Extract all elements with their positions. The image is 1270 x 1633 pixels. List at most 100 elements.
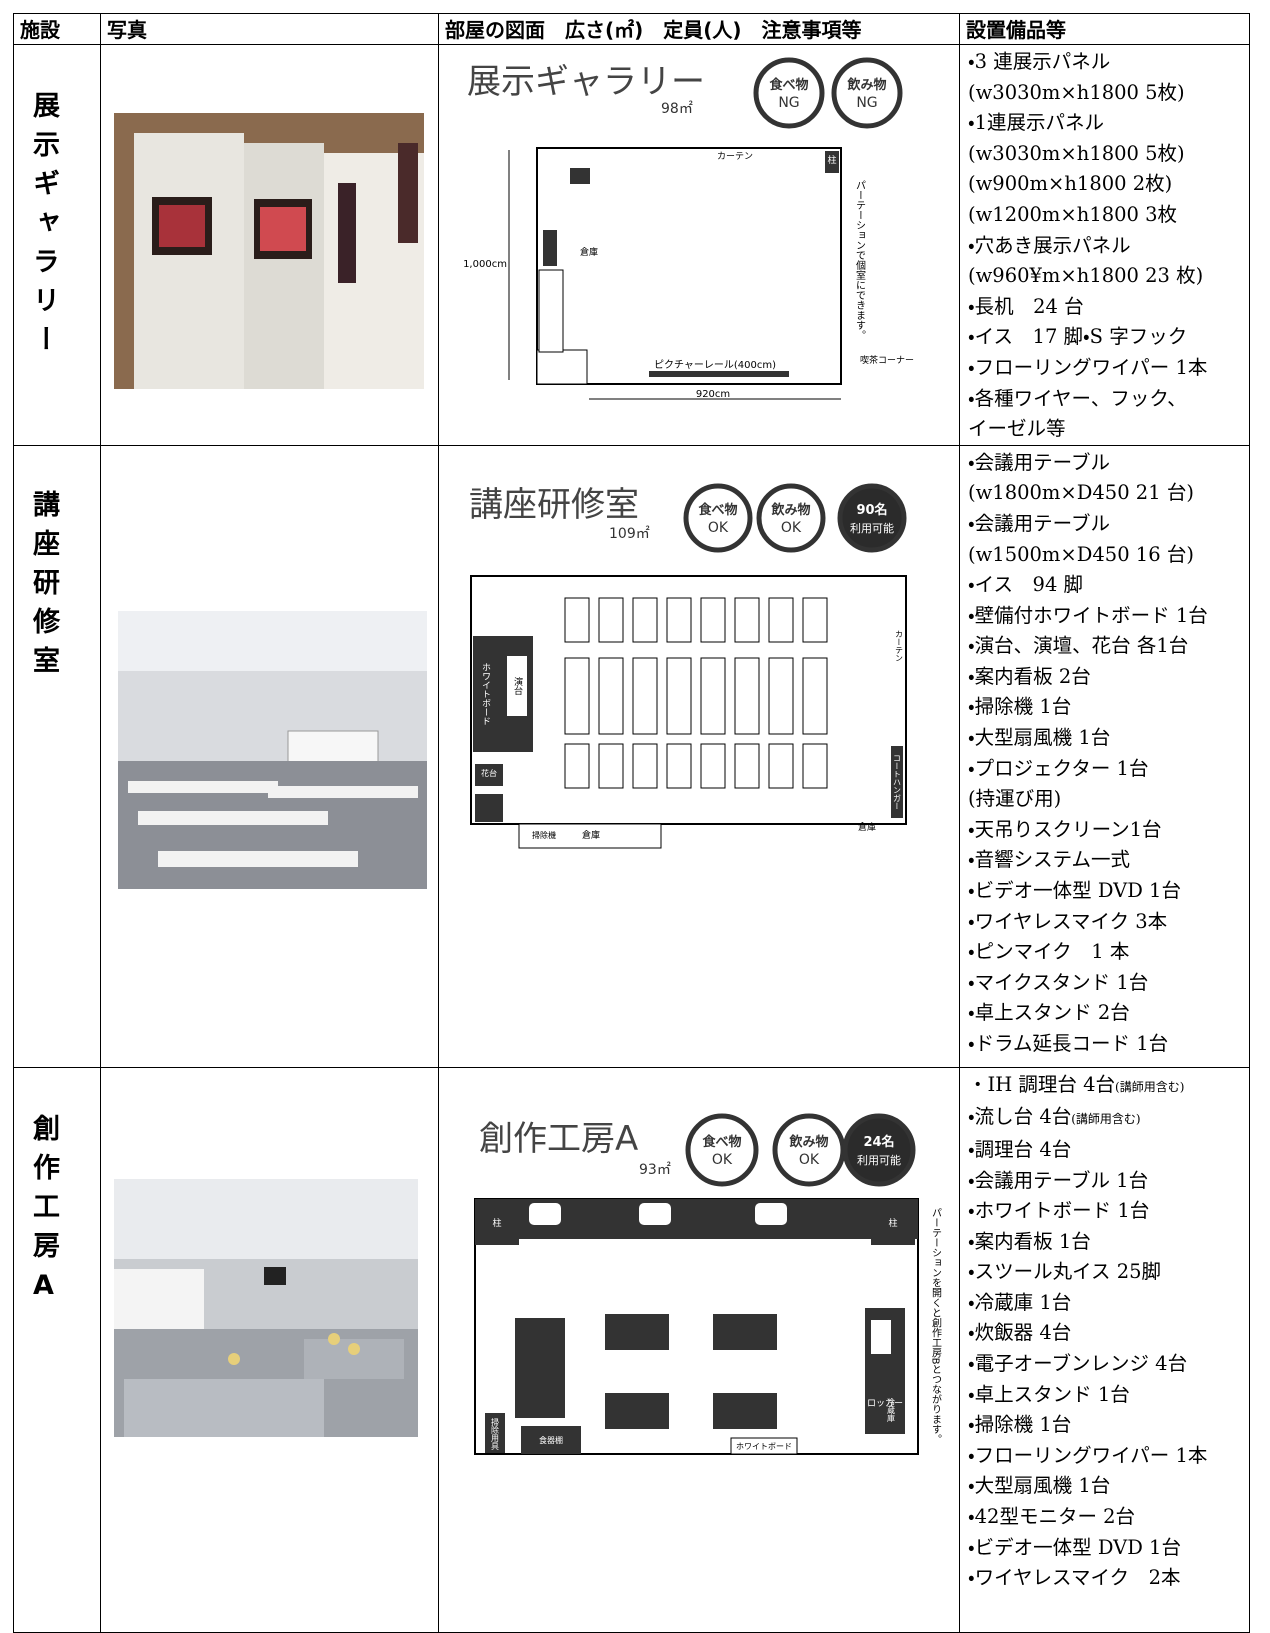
- badge-top: 24名: [863, 1134, 894, 1150]
- plan-label: パーテーションを開くと創作工房Bとつながります。: [930, 1207, 942, 1444]
- equipment-item: ・卓上スタンド 2台: [968, 1001, 1130, 1025]
- header-cell: 施設: [13, 13, 101, 45]
- equipment-item: ・各種ワイヤー、フック、: [968, 386, 1187, 410]
- badge: [753, 57, 825, 129]
- equipment-item: ・ホワイトボード 1台: [968, 1199, 1150, 1223]
- equipment-cell: ・会議用テーブル (w1800m×D450 21 台) ・会議用テーブル (w1500…: [959, 444, 1250, 1068]
- badge-bottom: 利用可能: [857, 1153, 901, 1167]
- equipment-list: ・3 連展示パネル (w3030m×h1800 5枚) ・1連展示パネル (w3030…: [960, 45, 1249, 445]
- equipment-item: ・フローリングワイパー 1本: [968, 355, 1208, 379]
- header-cell: 部屋の図面 広さ(㎡) 定員(人) 注意事項等: [438, 13, 960, 45]
- facility-name: 展示ギャラリー: [28, 91, 59, 364]
- plan-cell: 展示ギャラリー 98㎡ 食べ物 NG 飲み物 NG カーテン 柱 1,000cm 920cm ピクチ…: [438, 44, 960, 446]
- equipment-item: ・大型扇風機 1台: [968, 1474, 1111, 1498]
- photo-cell: [100, 444, 439, 1068]
- photo: [114, 1178, 418, 1437]
- equipment-item: ・ピンマイク 1 本: [968, 940, 1130, 964]
- plan-label: カーテン: [895, 630, 904, 662]
- row: 講座研修室 講座研修室 109㎡ 食べ物 OK 飲み物 OK 90名 利用可能 ホワイトボード演…: [13, 444, 1250, 1068]
- plan-label: 花台: [481, 768, 497, 778]
- equipment-item: ・演台、演壇、花台 各1台: [968, 634, 1189, 658]
- equipment-item: ・卓上スタンド 1台: [968, 1382, 1130, 1406]
- equipment-item: ・ワイヤレスマイク 3本: [968, 909, 1168, 933]
- equipment-cell: ・3 連展示パネル (w3030m×h1800 5枚) ・1連展示パネル (w3030…: [959, 44, 1250, 446]
- badge: [831, 57, 903, 129]
- equipment-item: ・長机 24 台: [968, 294, 1084, 318]
- badge: [685, 1113, 759, 1187]
- plan-cell: 講座研修室 109㎡ 食べ物 OK 飲み物 OK 90名 利用可能 ホワイトボード 演台 花台 掃除機…: [438, 444, 960, 1068]
- equipment-item: ・案内看板 2台: [968, 664, 1091, 688]
- photo: [118, 610, 427, 889]
- equipment-item: ・掃除機 1台: [968, 1413, 1072, 1437]
- equipment-item: (w1200m×h1800 3枚: [968, 202, 1178, 226]
- badge: [683, 483, 753, 553]
- equipment-item: ・1連展示パネル: [968, 111, 1105, 135]
- equipment-item: ・3 連展示パネル: [968, 50, 1111, 73]
- equipment-item: ・ドラム延長コード 1台: [968, 1032, 1169, 1055]
- equipment-item: ・穴あき展示パネル: [968, 233, 1131, 257]
- plan-label: 920cm: [696, 389, 730, 400]
- plan-label: 案内板: [847, 1365, 856, 1391]
- plan-label: 柱: [492, 1217, 501, 1229]
- plan-label: 食器棚: [539, 1435, 563, 1445]
- facility-name: 創作工房A: [28, 1113, 59, 1313]
- equipment-item: ・ワイヤレスマイク 2本: [968, 1566, 1181, 1590]
- badge-top: 90名: [856, 502, 887, 518]
- badge-bottom: 利用可能: [850, 521, 894, 535]
- badge: [842, 1113, 916, 1187]
- plan-area: 98㎡: [661, 101, 693, 117]
- badge: [772, 1113, 846, 1187]
- badge-bottom: OK: [708, 520, 729, 536]
- equipment-item: ・掃除機 1台: [968, 695, 1072, 719]
- plan-label: 掃除機: [532, 830, 556, 840]
- equipment-item: (持運び用): [968, 787, 1062, 811]
- equipment-item: ・大型扇風機 1台: [968, 726, 1111, 750]
- plan-label: 柱: [827, 154, 836, 166]
- plan-label: 倉庫: [858, 821, 876, 833]
- plan-label: ロッカー: [867, 1398, 903, 1409]
- item-note: (講師用含む): [1115, 1079, 1185, 1094]
- badge-top: 食べ物: [769, 77, 808, 93]
- plan-label: 1,000cm: [463, 259, 507, 270]
- page: 施設 写真 部屋の図面 広さ(㎡) 定員(人) 注意事項等 設置備品等 展示ギャ…: [13, 13, 1250, 1633]
- plan-label: ピクチャーレール(400cm): [654, 359, 776, 371]
- plan-label: ホワイトボード: [736, 1442, 792, 1451]
- badge-top: 飲み物: [846, 77, 886, 93]
- badge-bottom: OK: [781, 520, 802, 536]
- equipment-item: ・案内看板 1台: [968, 1229, 1091, 1253]
- badge-top: 飲み物: [788, 1134, 828, 1150]
- equipment-item: ・IH 調理台 4台(講師用含む): [968, 1070, 1249, 1103]
- equipment-item: イーゼル等: [968, 417, 1066, 441]
- equipment-item: ・プロジェクター 1台: [968, 756, 1149, 780]
- header-cell: 設置備品等: [959, 13, 1250, 45]
- equipment-item: ・イス 17 脚・S 字フック: [968, 325, 1188, 349]
- plan-label: カーテン: [717, 151, 753, 162]
- plan-title: 展示ギャラリー: [467, 62, 705, 102]
- equipment-item: (w1800m×D450 21 台): [968, 481, 1194, 505]
- equipment-item: ・炊飯器 4台: [968, 1321, 1072, 1345]
- facility-cell: 創作工房A: [13, 1066, 101, 1633]
- header-row: 施設 写真 部屋の図面 広さ(㎡) 定員(人) 注意事項等 設置備品等: [13, 13, 1250, 45]
- equipment-item: (w3030m×h1800 5枚): [968, 141, 1185, 165]
- facility-table: 施設 写真 部屋の図面 広さ(㎡) 定員(人) 注意事項等 設置備品等 展示ギャ…: [13, 13, 1250, 1633]
- equipment-item: ・42型モニター 2台: [968, 1505, 1136, 1529]
- badge-bottom: NG: [856, 95, 877, 111]
- facility-cell: 展示ギャラリー: [13, 44, 101, 446]
- equipment-item: ・スツール丸イス 25脚: [968, 1260, 1162, 1284]
- equipment-item: ・会議用テーブル 1台: [968, 1168, 1149, 1192]
- equipment-item: (w3030m×h1800 5枚): [968, 80, 1185, 104]
- badge-top: 食べ物: [698, 502, 737, 518]
- equipment-item: ・ビデオ一体型 DVD 1台: [968, 1535, 1181, 1559]
- plan-label: 演台: [512, 676, 523, 696]
- row: 創作工房A 創作工房A 93㎡ 食べ物 OK 飲み物 OK 24名 利用可能柱柱ロッカー 案内板…: [13, 1066, 1250, 1633]
- equipment-item: ・音響システム一式: [968, 848, 1131, 872]
- equipment-item: (w900m×h1800 2枚): [968, 172, 1173, 196]
- badge-bottom: NG: [778, 95, 799, 111]
- equipment-list: ・IH 調理台 4台(講師用含む) ・流し台 4台(講師用含む) ・調理台 4台 ・会…: [960, 1068, 1249, 1594]
- plan-label: コートハンガー: [893, 754, 902, 810]
- equipment-item: ・イス 94 脚: [968, 573, 1084, 597]
- plan-title: 創作工房A: [479, 1119, 638, 1159]
- equipment-item: ・壁備付ホワイトボード 1台: [968, 603, 1208, 627]
- plan-label: 柱: [888, 1217, 897, 1229]
